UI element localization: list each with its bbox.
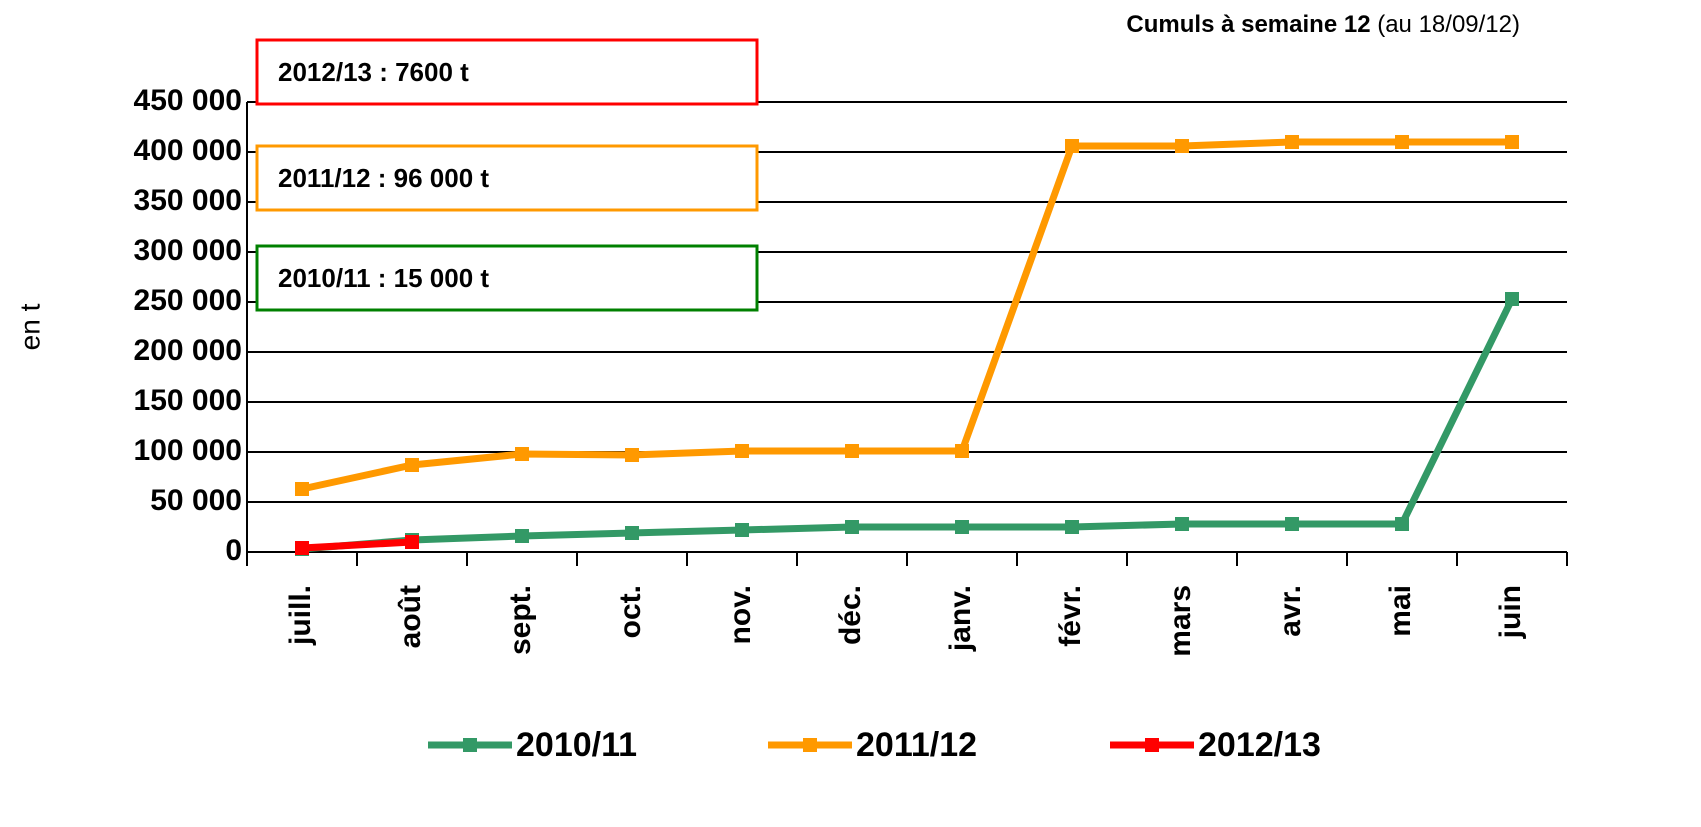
data-point: [1175, 139, 1189, 153]
data-point: [955, 444, 969, 458]
series-line: [301, 138, 1512, 493]
data-point: [405, 458, 419, 472]
data-point: [845, 520, 859, 534]
x-tick-label: nov.: [724, 585, 757, 644]
annotation: 2011/12 : 96 000 t: [278, 163, 489, 193]
data-point: [735, 523, 749, 537]
y-tick-label: 300 000: [134, 234, 242, 267]
data-point: [625, 448, 639, 462]
y-tick-label: 50 000: [150, 484, 242, 517]
data-point: [1505, 135, 1519, 149]
y-tick-label: 0: [225, 534, 242, 567]
y-tick-label: 200 000: [134, 334, 242, 367]
data-point: [1285, 517, 1299, 531]
legend-marker: [803, 738, 817, 752]
x-tick-label: déc.: [834, 585, 867, 645]
data-point: [845, 444, 859, 458]
x-tick-label: févr.: [1054, 585, 1087, 647]
subtitle-bold: Cumuls à semaine 12: [1126, 11, 1370, 38]
data-point: [1505, 292, 1519, 306]
y-tick-label: 350 000: [134, 184, 242, 217]
legend-marker: [1145, 738, 1159, 752]
annotation-box: [255, 38, 759, 106]
x-tick-label: mars: [1164, 585, 1197, 657]
series-line: [301, 538, 413, 552]
annotation-box: [255, 244, 759, 312]
y-tick-label: 100 000: [134, 434, 242, 467]
x-tick-label: oct.: [614, 585, 647, 638]
data-point: [735, 444, 749, 458]
annotation: 2012/13 : 7600 t: [278, 57, 469, 87]
x-tick-label: sept.: [504, 585, 537, 655]
legend-label: 2010/11: [516, 726, 637, 764]
data-point: [1395, 135, 1409, 149]
y-tick-label: 250 000: [134, 284, 242, 317]
data-point: [1395, 517, 1409, 531]
y-tick-label: 150 000: [134, 384, 242, 417]
series-line: [301, 297, 1516, 553]
annotation-box: [255, 144, 759, 212]
data-point: [515, 529, 529, 543]
annotation: 2010/11 : 15 000 t: [278, 263, 489, 293]
x-tick-label: juin: [1494, 585, 1527, 639]
y-tick-label: 450 000: [134, 84, 242, 117]
data-point: [515, 447, 529, 461]
data-point: [1175, 517, 1189, 531]
data-point: [1285, 135, 1299, 149]
data-point: [955, 520, 969, 534]
y-tick-label: 400 000: [134, 134, 242, 167]
subtitle: Cumuls à semaine 12 (au 18/09/12): [1126, 11, 1520, 38]
y-axis-label: en t: [14, 303, 45, 350]
x-tick-label: juill.: [284, 585, 317, 646]
legend-label: 2011/12: [856, 726, 977, 764]
data-point: [1065, 139, 1079, 153]
data-point: [625, 526, 639, 540]
x-tick-label: mai: [1384, 585, 1417, 637]
x-tick-label: août: [394, 585, 427, 648]
data-point: [405, 535, 419, 549]
x-tick-label: janv.: [944, 585, 977, 652]
data-point: [295, 482, 309, 496]
subtitle-rest: (au 18/09/12): [1377, 11, 1520, 38]
legend-label: 2012/13: [1198, 726, 1321, 764]
data-point: [1065, 520, 1079, 534]
x-tick-label: avr.: [1274, 585, 1307, 637]
legend-marker: [463, 738, 477, 752]
data-point: [295, 541, 309, 555]
